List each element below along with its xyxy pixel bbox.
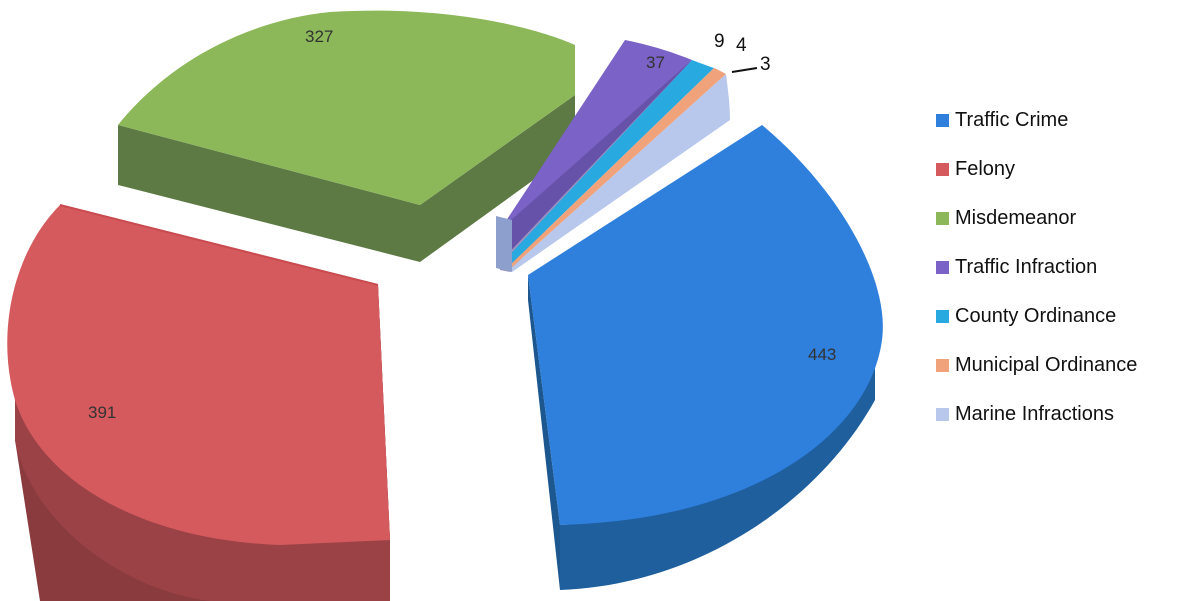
data-label-misdemeanor: 327 [305, 27, 333, 46]
slice-misdemeanor [118, 10, 575, 262]
slice-marine-infractions [496, 74, 730, 272]
slice-county-ordinance [503, 60, 714, 268]
legend-swatch [936, 310, 949, 323]
legend-label: Municipal Ordinance [955, 354, 1138, 376]
legend-swatch [936, 261, 949, 274]
legend-label: Marine Infractions [955, 403, 1114, 425]
legend-label: Traffic Crime [955, 109, 1069, 131]
legend-label: Traffic Infraction [955, 256, 1098, 278]
legend-item-traffic-infraction: Traffic Infraction [936, 243, 1198, 292]
legend-item-felony: Felony [936, 145, 1198, 194]
data-label-traffic-infraction: 37 [646, 53, 665, 72]
legend-label: County Ordinance [955, 305, 1117, 327]
legend-swatch [936, 359, 949, 372]
legend-label: Felony [955, 158, 1016, 180]
legend-swatch [936, 408, 949, 421]
legend-swatch [936, 212, 949, 225]
slice-felony [7, 204, 391, 601]
legend-item-county-ordinance: County Ordinance [936, 292, 1198, 341]
data-label-marine-infractions: 3 [760, 54, 771, 75]
slice-municipal-ordinance [507, 68, 726, 270]
legend-item-marine-infractions: Marine Infractions [936, 390, 1198, 439]
data-label-municipal-ordinance: 4 [736, 35, 747, 56]
legend-item-misdemeanor: Misdemeanor [936, 194, 1198, 243]
data-label-felony: 391 [88, 403, 116, 422]
callout-line-marine-infractions [731, 67, 758, 73]
legend: Traffic Crime Felony Misdemeanor Traffic In… [936, 96, 1198, 439]
data-label-traffic-crime: 443 [808, 345, 836, 364]
legend-item-traffic-crime: Traffic Crime [936, 96, 1198, 145]
legend-swatch [936, 114, 949, 127]
data-label-county-ordinance: 9 [714, 31, 725, 52]
slice-traffic-crime [528, 125, 883, 590]
legend-swatch [936, 163, 949, 176]
legend-item-municipal-ordinance: Municipal Ordinance [936, 341, 1198, 390]
legend-label: Misdemeanor [955, 207, 1077, 229]
